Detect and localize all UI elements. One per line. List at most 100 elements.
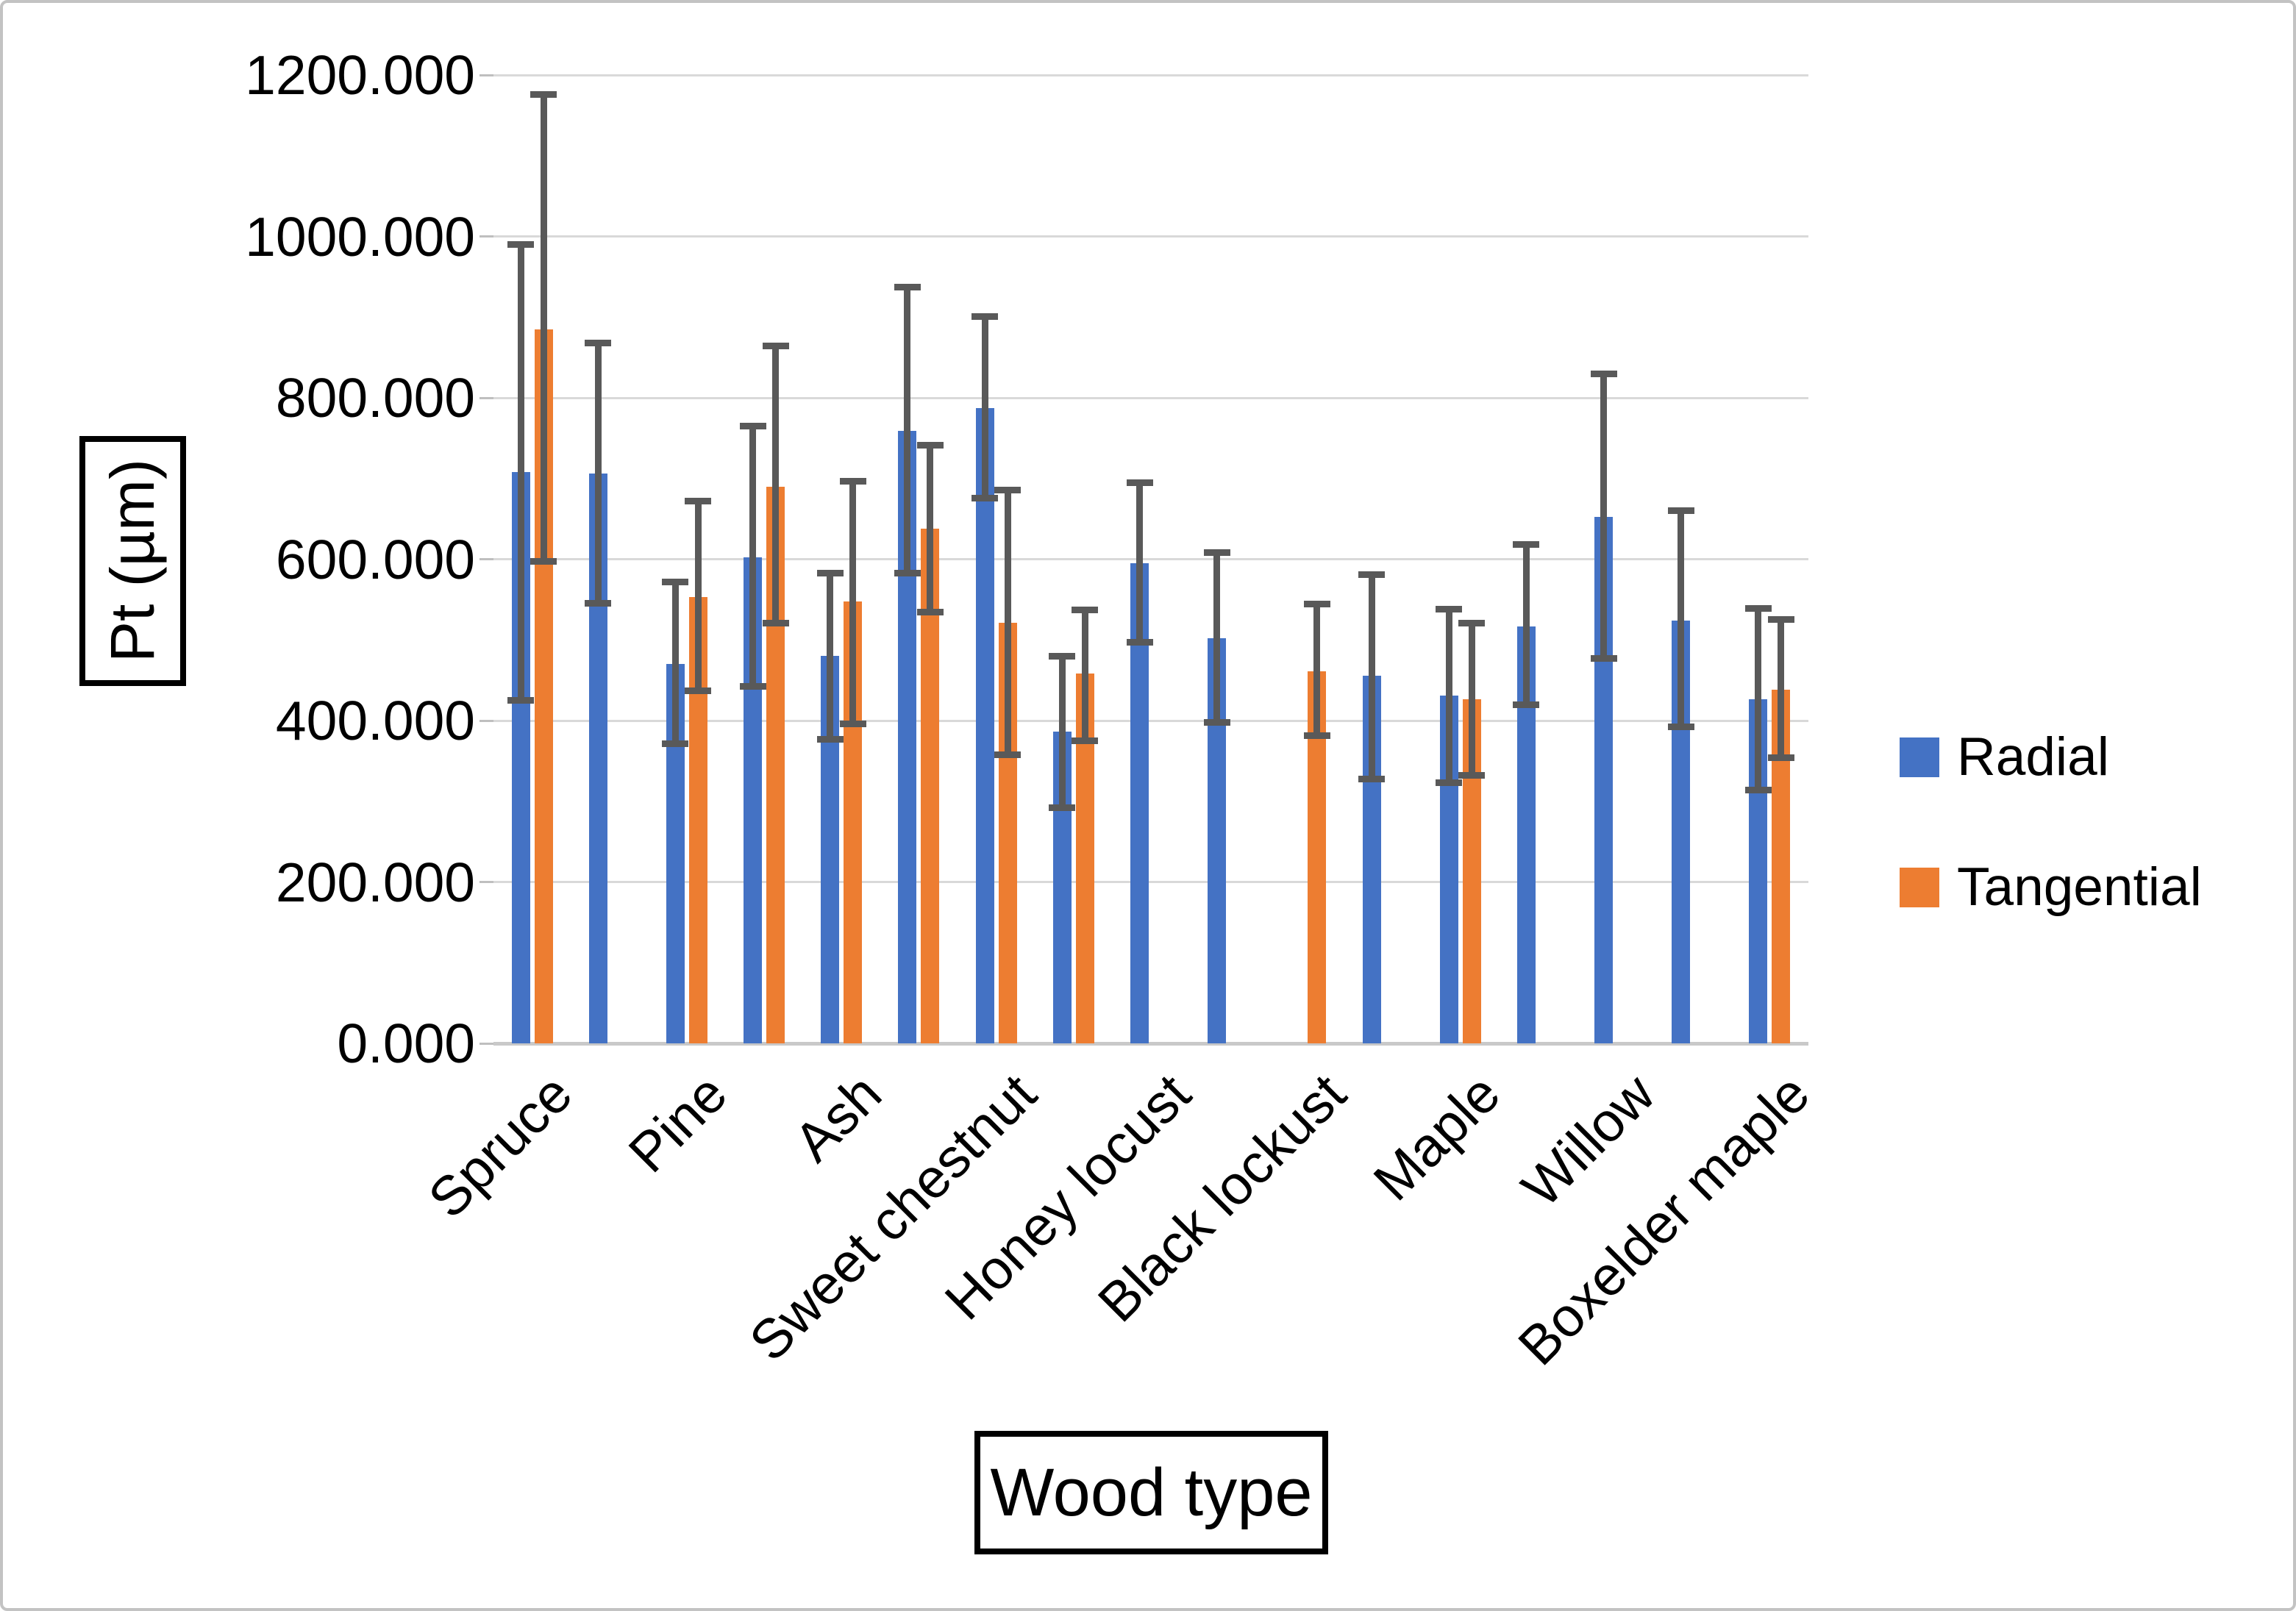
error-cap-top-radial-9 — [1126, 479, 1153, 486]
error-cap-top-tangential-7 — [994, 486, 1022, 493]
error-cap-top-radial-4 — [739, 422, 766, 429]
error-cap-top-radial-5 — [816, 569, 844, 576]
x-category-label-7: Sweet chestnut — [737, 1062, 1048, 1373]
error-cap-top-tangential-4 — [762, 343, 789, 350]
error-cap-bottom-tangential-17 — [1767, 754, 1794, 761]
y-tick-0 — [479, 1042, 493, 1045]
error-bar-radial-13 — [1445, 609, 1452, 783]
error-cap-top-tangential-6 — [916, 442, 944, 449]
gridline-200 — [493, 881, 1808, 883]
error-cap-top-tangential-5 — [839, 477, 866, 485]
error-bar-radial-7 — [981, 316, 988, 499]
error-bar-radial-15 — [1600, 374, 1608, 659]
y-tick-600 — [479, 558, 493, 560]
legend-item-radial: Radial — [1900, 730, 2109, 784]
error-bar-radial-10 — [1213, 552, 1221, 723]
error-cap-top-radial-2 — [585, 339, 612, 346]
error-cap-bottom-radial-14 — [1513, 701, 1540, 708]
x-axis-line — [493, 1042, 1808, 1046]
error-cap-bottom-radial-1 — [507, 697, 535, 704]
x-category-label-1: Spruce — [416, 1062, 584, 1230]
error-bar-radial-12 — [1368, 574, 1375, 779]
error-bar-radial-4 — [749, 426, 757, 687]
error-cap-top-radial-15 — [1590, 370, 1617, 377]
error-cap-bottom-radial-17 — [1744, 786, 1772, 793]
y-tick-label-0: 0.000 — [337, 1012, 475, 1074]
error-cap-bottom-tangential-8 — [1072, 737, 1099, 744]
error-cap-bottom-radial-8 — [1049, 804, 1076, 812]
x-axis-title-box: Wood type — [974, 1431, 1328, 1554]
error-cap-bottom-radial-9 — [1126, 639, 1153, 646]
error-bar-radial-14 — [1522, 544, 1530, 705]
error-cap-top-radial-12 — [1358, 571, 1386, 578]
error-cap-bottom-radial-13 — [1436, 779, 1463, 786]
error-bar-radial-9 — [1136, 482, 1143, 643]
error-bar-radial-1 — [517, 244, 524, 701]
error-cap-top-radial-8 — [1049, 652, 1076, 660]
error-bar-tangential-11 — [1313, 604, 1321, 736]
error-cap-top-tangential-11 — [1303, 601, 1330, 608]
error-bar-tangential-5 — [849, 481, 857, 724]
bar-radial-7 — [975, 408, 994, 1043]
error-cap-bottom-radial-15 — [1590, 654, 1617, 662]
error-cap-top-radial-3 — [662, 578, 689, 585]
gridline-1200 — [493, 74, 1808, 76]
gridline-800 — [493, 396, 1808, 399]
legend-swatch-radial — [1900, 737, 1939, 777]
error-cap-bottom-radial-12 — [1358, 775, 1386, 782]
error-cap-bottom-radial-5 — [816, 735, 844, 743]
error-cap-bottom-tangential-4 — [762, 619, 789, 626]
x-axis-title: Wood type — [990, 1454, 1313, 1530]
legend-swatch-tangential — [1900, 867, 1939, 907]
error-cap-top-tangential-13 — [1458, 619, 1486, 626]
x-category-label-15: Willow — [1510, 1062, 1667, 1219]
y-tick-label-1000: 1000.000 — [245, 205, 475, 268]
error-cap-bottom-tangential-11 — [1303, 732, 1330, 740]
error-bar-radial-17 — [1755, 608, 1762, 790]
error-bar-tangential-17 — [1778, 619, 1785, 758]
y-tick-label-800: 800.000 — [275, 367, 475, 429]
error-bar-radial-5 — [827, 573, 834, 740]
gridline-400 — [493, 719, 1808, 722]
error-cap-bottom-radial-2 — [585, 600, 612, 607]
error-bar-radial-2 — [594, 343, 602, 604]
error-cap-bottom-radial-4 — [739, 683, 766, 690]
y-tick-800 — [479, 396, 493, 399]
error-bar-tangential-13 — [1468, 623, 1475, 776]
y-tick-200 — [479, 881, 493, 883]
error-cap-bottom-radial-16 — [1667, 724, 1694, 731]
legend-item-tangential: Tangential — [1900, 860, 2202, 914]
error-cap-top-radial-6 — [894, 284, 921, 291]
legend-label-radial: Radial — [1957, 727, 2109, 787]
error-cap-top-radial-13 — [1436, 606, 1463, 613]
x-category-label-13: Maple — [1361, 1062, 1512, 1212]
error-bar-tangential-8 — [1081, 610, 1088, 741]
error-cap-top-tangential-3 — [685, 497, 712, 504]
error-cap-bottom-radial-10 — [1203, 718, 1230, 726]
gridline-600 — [493, 558, 1808, 560]
error-cap-top-radial-10 — [1203, 549, 1230, 557]
gridline-1000 — [493, 235, 1808, 237]
y-tick-1200 — [479, 74, 493, 76]
y-tick-1000 — [479, 235, 493, 237]
error-cap-bottom-tangential-7 — [994, 751, 1022, 758]
error-cap-bottom-tangential-5 — [839, 720, 866, 727]
error-cap-bottom-tangential-3 — [685, 687, 712, 694]
error-bar-tangential-1 — [540, 94, 547, 562]
error-bar-radial-8 — [1058, 656, 1066, 808]
error-bar-tangential-4 — [772, 346, 780, 624]
error-cap-top-tangential-1 — [530, 90, 557, 98]
error-cap-top-radial-1 — [507, 240, 535, 248]
error-cap-bottom-radial-7 — [971, 494, 999, 501]
error-cap-bottom-tangential-1 — [530, 558, 557, 565]
error-bar-tangential-6 — [927, 445, 934, 612]
x-category-label-17: Boxelder maple — [1506, 1062, 1822, 1377]
error-cap-bottom-radial-3 — [662, 740, 689, 748]
error-cap-top-radial-7 — [971, 312, 999, 320]
y-tick-label-200: 200.000 — [275, 851, 475, 913]
y-tick-label-600: 600.000 — [275, 528, 475, 590]
error-bar-radial-3 — [671, 582, 679, 744]
error-bar-tangential-7 — [1004, 490, 1011, 755]
legend-label-tangential: Tangential — [1957, 857, 2202, 917]
